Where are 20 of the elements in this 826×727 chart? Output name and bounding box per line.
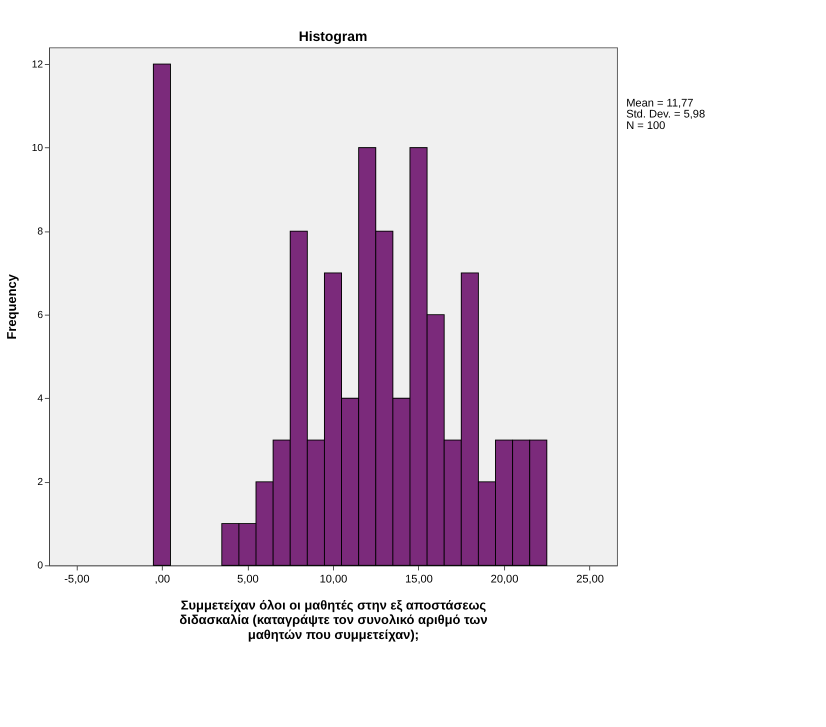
x-tick-label: 20,00 — [490, 573, 518, 586]
x-tick-label: -5,00 — [64, 573, 90, 586]
y-tick-label: 12 — [32, 59, 44, 70]
x-tick-label: ,00 — [154, 573, 170, 586]
x-tick-label: 25,00 — [576, 573, 604, 586]
text: Mean = 11,77 — [626, 98, 694, 110]
x-tick-label: 15,00 — [405, 573, 433, 586]
x-axis-title: Συμμετείχαν όλοι οι μαθητές στην εξ αποστάσεως διδασκαλία (καταγράψτε τον συνολικό αριθμό των μαθητών που συμμετείχαν); — [179, 597, 488, 642]
y-tick-label: 10 — [32, 142, 44, 154]
x-tick-label: 5,00 — [237, 573, 259, 586]
y-tick-label: 4 — [37, 394, 44, 404]
y-tick-label: 8 — [37, 226, 44, 238]
y-tick-label: 2 — [37, 477, 44, 488]
x-tick-label: 10,00 — [320, 573, 348, 586]
y-tick-label: 0 — [37, 560, 44, 572]
text: N = 100 — [626, 120, 666, 132]
chart-title: Histogram — [298, 28, 368, 44]
y-tick-label: 6 — [37, 310, 44, 321]
y-axis-title: Frequency — [4, 273, 19, 340]
text: Std. Dev. = 5,98 — [626, 108, 706, 121]
